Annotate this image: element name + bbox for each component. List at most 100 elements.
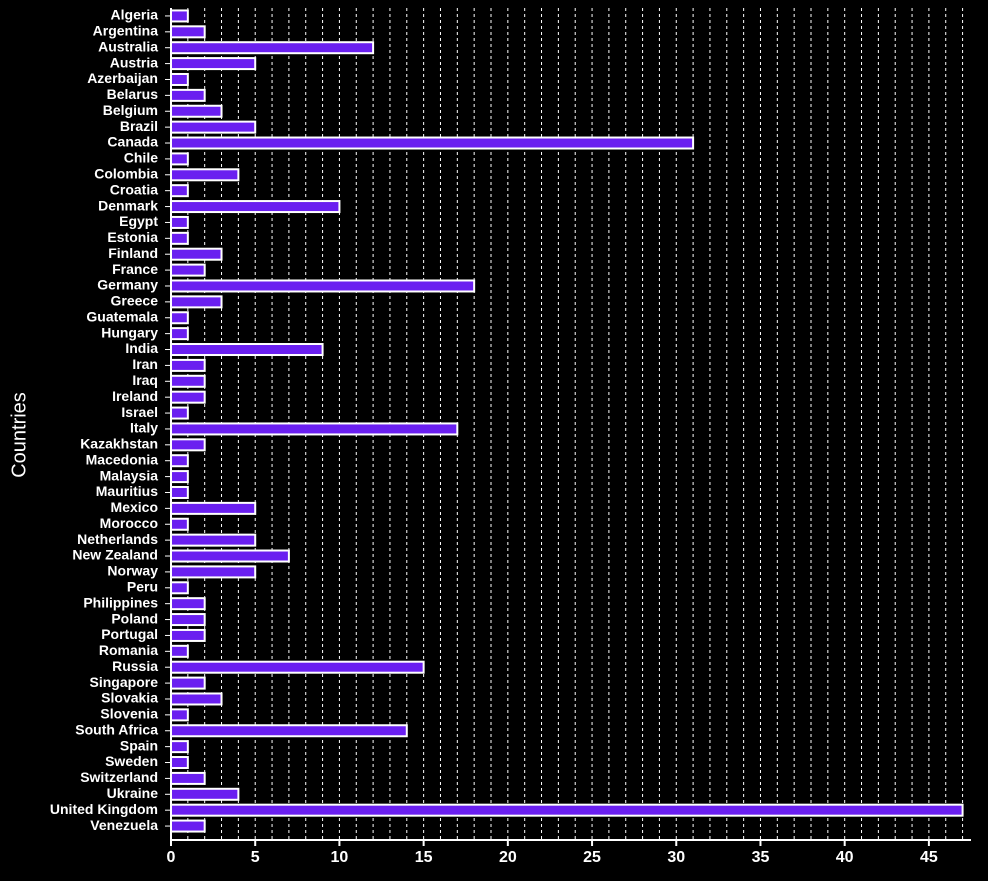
y-tick-label: Germany bbox=[97, 277, 158, 293]
y-tick-label: Ireland bbox=[112, 388, 158, 404]
bar bbox=[170, 390, 206, 404]
y-tick-label: Russia bbox=[112, 658, 158, 674]
x-tick-label: 45 bbox=[920, 849, 938, 866]
bar bbox=[170, 756, 189, 770]
y-tick-label: Greece bbox=[111, 293, 159, 309]
bar bbox=[170, 660, 425, 674]
y-tick-label: Guatemala bbox=[86, 308, 158, 324]
bar bbox=[170, 676, 206, 690]
y-tick-label: Slovakia bbox=[101, 690, 158, 706]
y-tick-label: Morocco bbox=[100, 515, 158, 531]
y-tick-label: Peru bbox=[127, 578, 158, 594]
y-tick-label: Canada bbox=[107, 134, 158, 150]
bar bbox=[170, 374, 206, 388]
y-tick-label: Spain bbox=[120, 737, 158, 753]
y-tick-label: Iraq bbox=[132, 372, 158, 388]
bar bbox=[170, 247, 223, 261]
bar bbox=[170, 104, 223, 118]
bar bbox=[170, 485, 189, 499]
y-tick-label: Colombia bbox=[94, 165, 158, 181]
bar bbox=[170, 438, 206, 452]
y-tick-label: France bbox=[112, 261, 158, 277]
bar bbox=[170, 771, 206, 785]
bar bbox=[170, 501, 257, 515]
bar bbox=[170, 787, 240, 801]
y-tick-label: Estonia bbox=[107, 229, 158, 245]
y-tick-label: Poland bbox=[111, 610, 158, 626]
y-tick-label: Israel bbox=[121, 404, 158, 420]
bar bbox=[170, 533, 257, 547]
bar bbox=[170, 819, 206, 833]
bar bbox=[170, 136, 695, 150]
x-tick-label: 25 bbox=[583, 849, 601, 866]
bar bbox=[170, 581, 189, 595]
x-tick-label: 20 bbox=[499, 849, 517, 866]
bar bbox=[170, 311, 189, 325]
bar bbox=[170, 231, 189, 245]
bar bbox=[170, 470, 189, 484]
bar bbox=[170, 295, 223, 309]
y-tick-label: Austria bbox=[110, 54, 158, 70]
y-axis-label: Countries bbox=[8, 392, 30, 478]
y-tick-label: Netherlands bbox=[77, 531, 158, 547]
bar bbox=[170, 9, 189, 23]
y-tick-label: Egypt bbox=[119, 213, 158, 229]
bar bbox=[170, 724, 408, 738]
bar bbox=[170, 565, 257, 579]
y-tick-label: Sweden bbox=[105, 753, 158, 769]
y-tick-label: Philippines bbox=[83, 594, 158, 610]
y-tick-label: Denmark bbox=[98, 197, 158, 213]
bar bbox=[170, 215, 189, 229]
y-tick-label: Belgium bbox=[103, 102, 158, 118]
y-tick-label: Kazakhstan bbox=[80, 436, 158, 452]
y-tick-label: Norway bbox=[107, 563, 158, 579]
y-tick-label: Singapore bbox=[90, 674, 159, 690]
y-tick-label: Algeria bbox=[111, 7, 159, 23]
x-tick-label: 5 bbox=[251, 849, 260, 866]
y-tick-label: Switzerland bbox=[80, 769, 158, 785]
x-tick-label: 30 bbox=[667, 849, 685, 866]
bar bbox=[170, 517, 189, 531]
bar bbox=[170, 72, 189, 86]
bar bbox=[170, 41, 375, 55]
bar bbox=[170, 358, 206, 372]
bar bbox=[170, 454, 189, 468]
bar bbox=[170, 343, 324, 357]
y-tick-label: Chile bbox=[124, 150, 158, 166]
bar bbox=[170, 628, 206, 642]
bar bbox=[170, 708, 189, 722]
y-tick-label: Italy bbox=[130, 420, 158, 436]
bar bbox=[170, 57, 257, 71]
bar bbox=[170, 406, 189, 420]
y-tick-label: Portugal bbox=[101, 626, 158, 642]
y-tick-label: South Africa bbox=[75, 721, 158, 737]
y-tick-label: Mauritius bbox=[96, 483, 158, 499]
x-tick-label: 15 bbox=[415, 849, 433, 866]
bar bbox=[170, 692, 223, 706]
y-tick-label: Hungary bbox=[101, 324, 158, 340]
bar bbox=[170, 803, 964, 817]
y-tick-label: Romania bbox=[99, 642, 158, 658]
bar bbox=[170, 279, 476, 293]
y-tick-label: New Zealand bbox=[72, 547, 158, 563]
bar bbox=[170, 263, 206, 277]
x-tick-label: 35 bbox=[752, 849, 770, 866]
y-tick-label: Macedonia bbox=[86, 451, 159, 467]
x-tick-label: 10 bbox=[331, 849, 349, 866]
bar bbox=[170, 152, 189, 166]
bar bbox=[170, 88, 206, 102]
y-tick-label: Brazil bbox=[120, 118, 158, 134]
y-tick-label: Malaysia bbox=[100, 467, 159, 483]
bar bbox=[170, 549, 290, 563]
y-tick-label: Argentina bbox=[93, 23, 159, 39]
x-tick-label: 0 bbox=[167, 849, 176, 866]
y-tick-label: Mexico bbox=[111, 499, 158, 515]
bar bbox=[170, 740, 189, 754]
y-tick-label: India bbox=[125, 340, 158, 356]
y-tick-label: Venezuela bbox=[90, 817, 158, 833]
bar bbox=[170, 613, 206, 627]
bar bbox=[170, 644, 189, 658]
x-tick-label: 40 bbox=[836, 849, 854, 866]
